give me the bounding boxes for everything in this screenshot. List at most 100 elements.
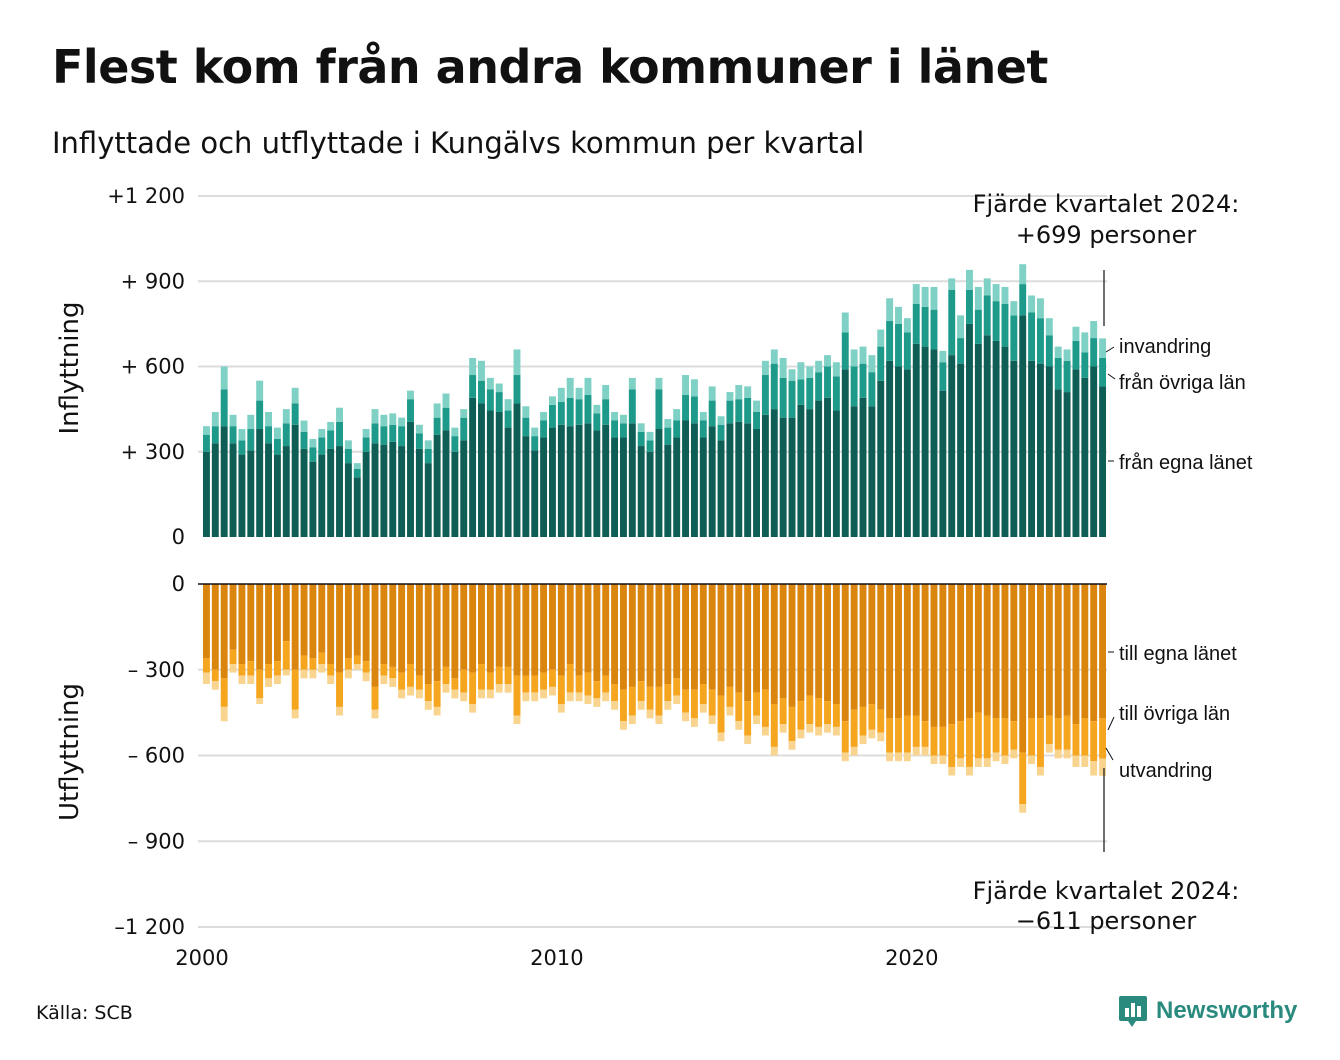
- inflow-bar-segment: [1045, 318, 1053, 336]
- inflow-bar-segment: [504, 410, 512, 428]
- outflow-bar-segment: [903, 752, 911, 762]
- outflow-bar-segment: [273, 661, 281, 676]
- inflow-bar-segment: [229, 426, 237, 444]
- inflow-bar-segment: [318, 429, 326, 438]
- outflow-bar-segment: [726, 584, 734, 687]
- inflow-bar-segment: [1081, 332, 1089, 353]
- outflow-bar-segment: [229, 664, 237, 673]
- inflow-bar-segment: [779, 357, 787, 378]
- inflow-bar-segment: [442, 393, 450, 408]
- outflow-bar-segment: [788, 741, 796, 750]
- outflow-bar-segment: [504, 584, 512, 667]
- outflow-bar-segment: [1063, 749, 1071, 759]
- outflow-bar-segment: [903, 584, 911, 716]
- inflow-bar-segment: [211, 443, 219, 537]
- outflow-bar-segment: [309, 658, 317, 670]
- inflow-bar-segment: [655, 377, 663, 390]
- inflow-bar-segment: [1072, 340, 1080, 370]
- outflow-bar-segment: [1072, 584, 1080, 725]
- outflow-bar-segment: [602, 692, 610, 702]
- inflow-bar-segment: [886, 360, 894, 537]
- outflow-bar-segment: [779, 698, 787, 725]
- inflow-bar-segment: [380, 444, 388, 537]
- inflow-bar-segment: [744, 397, 752, 424]
- inflow-bar-segment: [478, 403, 485, 537]
- inflow-bar-segment: [788, 380, 796, 418]
- outflow-bar-segment: [646, 709, 654, 719]
- inflow-bar-segment: [256, 400, 264, 430]
- outflow-bar-segment: [531, 692, 539, 702]
- outflow-bar-segment: [389, 678, 397, 687]
- outflow-bar-segment: [682, 689, 690, 713]
- inflow-bar-segment: [238, 429, 246, 441]
- inflow-bar-segment: [584, 423, 592, 537]
- outflow-bar-segment: [611, 684, 619, 702]
- outflow-bar-segment: [549, 584, 556, 670]
- inflow-bar-segment: [611, 420, 619, 438]
- outflow-bar-segment: [247, 675, 255, 685]
- outflow-bar-segment: [220, 584, 228, 679]
- outflow-bar-segment: [415, 584, 423, 676]
- outflow-bar-segment: [1099, 718, 1107, 759]
- outflow-bar-segment: [850, 746, 858, 756]
- inflow-bar-segment: [717, 440, 725, 537]
- outflow-bar-segment: [549, 669, 556, 687]
- outflow-bar-segment: [868, 729, 876, 739]
- inflow-bar-segment: [637, 431, 645, 447]
- y-tick-label-inflow: + 300: [121, 440, 185, 464]
- inflow-bar-segment: [531, 436, 539, 451]
- outflow-bar-segment: [247, 584, 255, 662]
- outflow-bar-segment: [513, 715, 521, 725]
- inflow-bar-segment: [291, 424, 299, 537]
- y-tick-label-outflow: – 300: [128, 658, 185, 682]
- outflow-bar-segment: [229, 584, 237, 650]
- outflow-bar-segment: [868, 704, 876, 730]
- outflow-bar-segment: [735, 721, 743, 730]
- outflow-bar-segment: [895, 584, 902, 719]
- outflow-bar-segment: [708, 584, 716, 690]
- inflow-bar-segment: [531, 450, 539, 537]
- inflow-bar-segment: [868, 372, 876, 407]
- y-tick-label-outflow: –1 200: [114, 915, 185, 939]
- inflow-bar-segment: [300, 431, 308, 449]
- chart-title: Flest kom från andra kommuner i länet: [52, 40, 1048, 94]
- outflow-bar-segment: [309, 584, 317, 659]
- outflow-bar-segment: [407, 584, 414, 665]
- inflow-bar-segment: [575, 387, 583, 400]
- outflow-bar-segment: [371, 709, 379, 719]
- outflow-bar-segment: [557, 584, 565, 676]
- inflow-bar-segment: [939, 362, 947, 391]
- inflow-bar-segment: [247, 414, 255, 430]
- outflow-bar-segment: [238, 664, 246, 676]
- inflow-bar-segment: [690, 379, 698, 397]
- outflow-bar-segment: [832, 726, 840, 736]
- inflow-bar-segment: [948, 289, 956, 356]
- inflow-bar-segment: [1081, 377, 1089, 537]
- newsworthy-logo-icon: [1119, 996, 1147, 1027]
- inflow-bar-segment: [495, 411, 503, 537]
- inflow-bar-segment: [1045, 335, 1053, 367]
- brand-logo: Newsworthy: [1118, 994, 1297, 1028]
- inflow-bar-segment: [868, 355, 876, 373]
- outflow-bar-segment: [371, 686, 379, 710]
- outflow-bar-segment: [1090, 761, 1098, 776]
- outflow-bar-segment: [832, 584, 840, 705]
- outflow-bar-segment: [770, 584, 778, 705]
- inflow-bar-segment: [948, 278, 956, 290]
- outflow-bar-segment: [575, 675, 583, 693]
- outflow-bar-segment: [362, 661, 370, 673]
- inflow-bar-segment: [282, 446, 290, 537]
- outflow-bar-segment: [824, 584, 831, 702]
- outflow-bar-segment: [637, 681, 645, 702]
- outflow-bar-segment: [859, 584, 867, 707]
- outflow-bar-segment: [478, 689, 485, 699]
- outflow-bar-segment: [291, 709, 299, 719]
- outflow-bar-segment: [957, 758, 965, 767]
- inflow-bar-segment: [690, 423, 698, 537]
- outflow-bar-segment: [841, 584, 849, 722]
- y-tick-label-inflow: + 600: [121, 355, 185, 379]
- inflow-bar-segment: [415, 448, 423, 537]
- inflow-bar-segment: [602, 424, 610, 537]
- inflow-bar-segment: [735, 399, 743, 422]
- outflow-bar-segment: [930, 726, 938, 756]
